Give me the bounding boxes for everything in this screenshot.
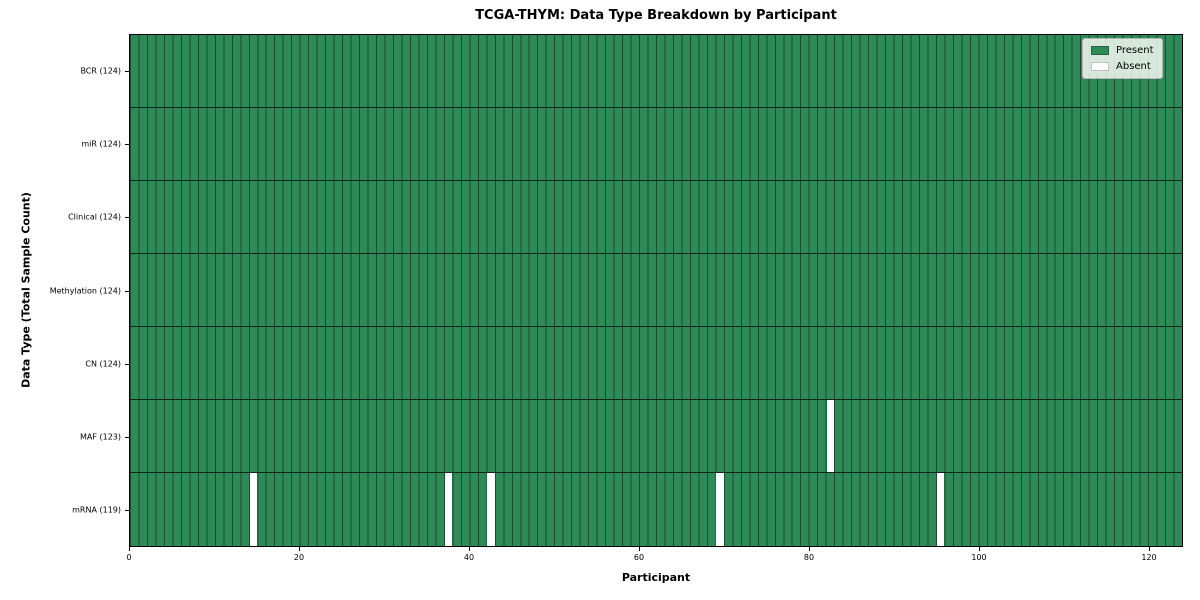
y-tick-label: CN (124)	[85, 359, 121, 369]
x-tick-mark	[129, 547, 130, 551]
x-tick-mark	[809, 547, 810, 551]
absent-cell	[716, 473, 724, 546]
y-tick-label: BCR (124)	[80, 66, 121, 76]
y-tick-label: Methylation (124)	[49, 286, 121, 295]
chart-title: TCGA-THYM: Data Type Breakdown by Partic…	[475, 8, 837, 23]
y-tick-label: mRNA (119)	[72, 505, 121, 515]
legend-item-present: Present	[1091, 45, 1154, 56]
y-tick-mark	[125, 363, 129, 365]
y-tick-mark	[125, 290, 129, 292]
y-tick-mark	[125, 217, 129, 219]
x-tick-mark	[1149, 547, 1150, 551]
absent-cell	[936, 473, 945, 546]
row-bcr	[130, 35, 1182, 108]
x-tick-mark	[469, 547, 470, 551]
row-clinical	[130, 181, 1182, 254]
y-tick-mark	[125, 143, 129, 145]
row-mrna	[130, 473, 1182, 546]
x-tick-label: 0	[126, 553, 132, 562]
absent-cell	[249, 473, 258, 546]
x-tick-label: 20	[293, 553, 305, 562]
row-mir	[130, 108, 1182, 181]
x-axis-label: Participant	[621, 571, 691, 584]
row-cn	[130, 327, 1182, 400]
x-tick-label: 60	[633, 553, 645, 562]
x-tick-label: 100	[971, 553, 987, 562]
absent-cell	[444, 473, 453, 546]
legend-label-absent: Absent	[1116, 61, 1151, 72]
x-tick-label: 80	[803, 553, 815, 562]
legend-label-present: Present	[1116, 45, 1154, 56]
plot-area	[129, 34, 1183, 547]
y-tick-mark	[125, 510, 129, 512]
y-tick-label: MAF (123)	[79, 432, 121, 442]
y-tick-label: miR (124)	[81, 139, 121, 149]
y-tick-label: Clinical (124)	[68, 212, 121, 222]
x-tick-label: 40	[463, 553, 475, 562]
y-tick-mark	[125, 70, 129, 72]
row-maf	[130, 400, 1182, 473]
y-axis-label: Data Type (Total Sample Count)	[19, 192, 33, 388]
x-tick-mark	[639, 547, 640, 551]
present-swatch-icon	[1091, 46, 1109, 55]
absent-cell	[826, 400, 835, 472]
legend-item-absent: Absent	[1091, 61, 1154, 72]
x-tick-mark	[979, 547, 980, 551]
rows-container	[130, 35, 1182, 546]
legend: Present Absent	[1082, 38, 1163, 79]
row-methylation	[130, 254, 1182, 327]
x-tick-mark	[299, 547, 300, 551]
x-tick-label: 120	[1141, 553, 1157, 562]
y-tick-mark	[125, 437, 129, 439]
absent-swatch-icon	[1091, 62, 1109, 71]
absent-cell	[487, 473, 495, 546]
